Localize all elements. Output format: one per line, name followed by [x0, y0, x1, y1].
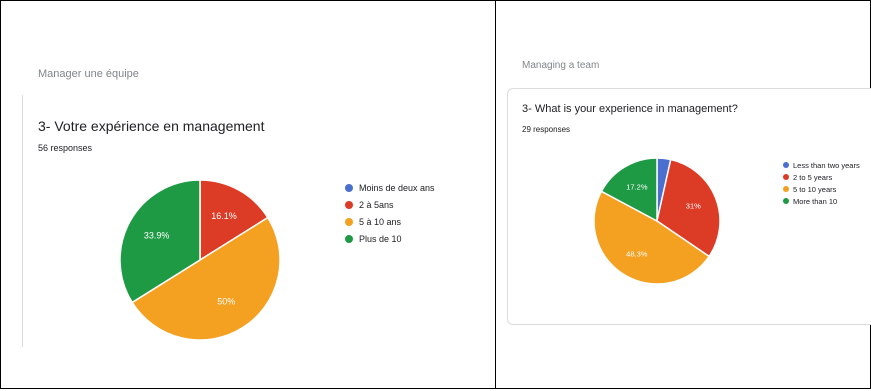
legend-dot-3 — [345, 234, 353, 243]
legend-label-0: Moins de deux ans — [359, 182, 435, 193]
slice-label-3: 33.9% — [144, 230, 170, 240]
legend-en: Less than two years 2 to 5 years 5 to 10 y… — [783, 159, 860, 207]
pie-slice-2 — [593, 190, 711, 285]
legend-dot-0 — [345, 183, 353, 192]
section-title-fr: Manager une équipe — [38, 68, 139, 80]
pie-chart-en: 31% 48.3% 17.2% — [593, 157, 721, 285]
legend-dot-2 — [783, 186, 789, 192]
legend-label-1: 2 à 5ans — [359, 199, 394, 210]
pie-slice-1 — [656, 158, 721, 258]
legend-dot-1 — [783, 174, 789, 180]
legend-item-3: Plus de 10 — [345, 230, 435, 247]
pie-slice-1 — [199, 179, 269, 262]
pie-slice-3 — [600, 157, 658, 223]
legend-label-0: Less than two years — [793, 160, 860, 170]
question-title-en: 3- What is your experience in management… — [522, 103, 738, 115]
slice-label-2: 48.3% — [626, 249, 648, 258]
slice-label-2: 50% — [217, 296, 235, 306]
legend-label-3: More than 10 — [793, 196, 838, 206]
question-title-fr: 3- Votre expérience en management — [38, 118, 265, 134]
legend-fr: Moins de deux ans 2 à 5ans 5 à 10 ans Plus … — [345, 179, 435, 247]
legend-item-2: 5 to 10 years — [783, 183, 860, 195]
slice-label-1: 16.1% — [211, 211, 237, 221]
pie-slice-3 — [119, 179, 201, 304]
legend-item-2: 5 à 10 ans — [345, 213, 435, 230]
legend-item-1: 2 à 5ans — [345, 196, 435, 213]
legend-dot-2 — [345, 217, 353, 226]
slice-label-1: 31% — [686, 202, 701, 211]
legend-label-3: Plus de 10 — [359, 233, 402, 244]
legend-dot-0 — [783, 162, 789, 168]
legend-dot-3 — [783, 198, 789, 204]
legend-label-2: 5 to 10 years — [793, 184, 837, 194]
legend-dot-1 — [345, 200, 353, 209]
slice-label-3: 17.2% — [626, 182, 648, 191]
pie-chart-fr: 16.1% 50% 33.9% — [119, 179, 281, 341]
legend-label-2: 5 à 10 ans — [359, 216, 402, 227]
response-count-en: 29 responses — [522, 125, 571, 134]
pie-slice-2 — [131, 216, 281, 341]
legend-item-3: More than 10 — [783, 195, 860, 207]
legend-item-0: Moins de deux ans — [345, 179, 435, 196]
response-count-fr: 56 responses — [38, 143, 93, 153]
section-title-en: Managing a team — [522, 60, 600, 71]
legend-item-1: 2 to 5 years — [783, 171, 860, 183]
legend-label-1: 2 to 5 years — [793, 172, 833, 182]
legend-item-0: Less than two years — [783, 159, 860, 171]
